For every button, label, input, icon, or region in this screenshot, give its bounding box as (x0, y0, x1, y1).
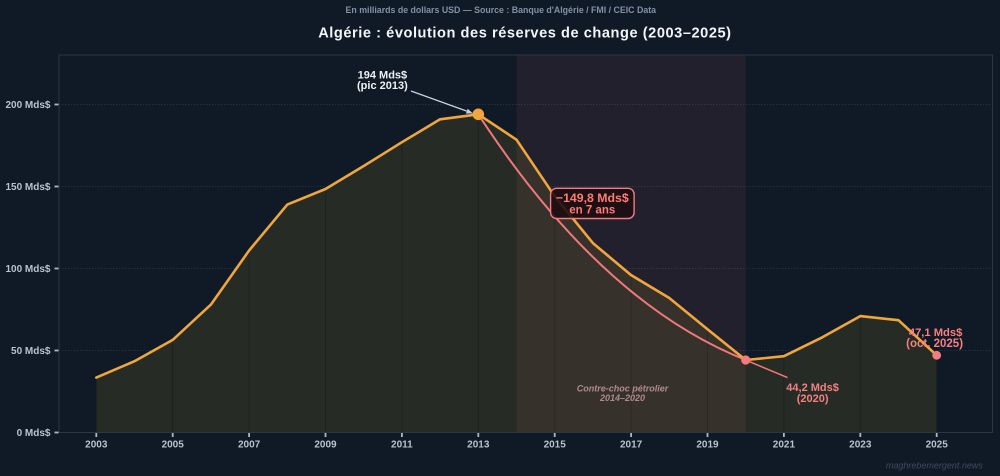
svg-text:2009: 2009 (314, 440, 337, 451)
svg-text:2014–2020: 2014–2020 (599, 393, 645, 403)
svg-text:(2020): (2020) (797, 393, 829, 405)
svg-text:Contre-choc pétrolier: Contre-choc pétrolier (577, 383, 669, 393)
svg-text:2019: 2019 (696, 440, 719, 451)
svg-text:150 Mds$: 150 Mds$ (5, 182, 50, 193)
svg-text:en 7 ans: en 7 ans (569, 204, 615, 216)
svg-text:2021: 2021 (773, 440, 796, 451)
svg-text:2025: 2025 (926, 440, 949, 451)
svg-text:2015: 2015 (544, 440, 567, 451)
svg-text:En milliards de dollars USD —: En milliards de dollars USD — Source : B… (346, 5, 657, 15)
svg-text:2005: 2005 (162, 440, 185, 451)
svg-text:194 Mds$: 194 Mds$ (358, 69, 408, 81)
svg-text:44,2 Mds$: 44,2 Mds$ (786, 382, 839, 394)
svg-text:100 Mds$: 100 Mds$ (5, 264, 50, 275)
svg-text:maghrebemergent.news: maghrebemergent.news (886, 460, 984, 470)
svg-text:2011: 2011 (391, 440, 413, 451)
svg-text:0 Mds$: 0 Mds$ (17, 428, 51, 439)
svg-text:−149,8 Mds$: −149,8 Mds$ (556, 191, 629, 205)
svg-text:(pic 2013): (pic 2013) (357, 80, 408, 92)
svg-text:2003: 2003 (85, 440, 108, 451)
svg-text:2017: 2017 (620, 440, 643, 451)
svg-text:2013: 2013 (467, 440, 490, 451)
svg-text:50 Mds$: 50 Mds$ (11, 346, 51, 357)
svg-text:Algérie : évolution des réserv: Algérie : évolution des réserves de chan… (318, 25, 731, 41)
svg-text:(oct. 2025): (oct. 2025) (906, 338, 963, 350)
svg-text:2023: 2023 (849, 440, 872, 451)
svg-text:200 Mds$: 200 Mds$ (5, 100, 50, 111)
svg-text:2007: 2007 (238, 440, 261, 451)
svg-text:47,1 Mds$: 47,1 Mds$ (909, 327, 963, 339)
